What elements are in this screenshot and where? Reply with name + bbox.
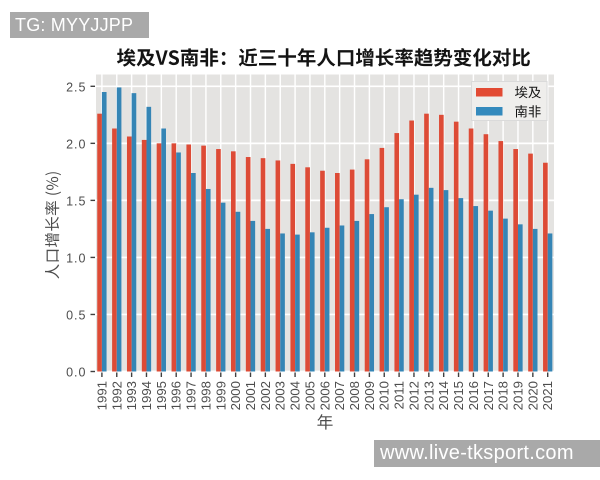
svg-text:2006: 2006 (317, 381, 332, 410)
svg-text:2012: 2012 (406, 381, 421, 410)
svg-text:2017: 2017 (481, 381, 496, 410)
svg-text:1991: 1991 (94, 381, 109, 410)
svg-text:2004: 2004 (288, 381, 303, 410)
svg-text:1994: 1994 (139, 381, 154, 410)
svg-text:1999: 1999 (213, 381, 228, 410)
svg-text:1997: 1997 (184, 381, 199, 410)
svg-text:2002: 2002 (258, 381, 273, 410)
svg-text:2.5: 2.5 (66, 80, 86, 94)
svg-text:2001: 2001 (243, 381, 258, 410)
svg-text:2020: 2020 (525, 381, 540, 410)
svg-text:2011: 2011 (392, 381, 407, 409)
svg-text:2009: 2009 (362, 381, 377, 410)
svg-text:2015: 2015 (451, 381, 466, 410)
svg-text:1998: 1998 (198, 381, 213, 410)
svg-text:2.0: 2.0 (66, 137, 86, 151)
svg-text:2007: 2007 (332, 381, 347, 410)
svg-text:2018: 2018 (496, 381, 511, 410)
svg-text:1992: 1992 (109, 381, 124, 410)
svg-text:2014: 2014 (436, 381, 451, 410)
svg-text:2010: 2010 (377, 381, 392, 410)
svg-text:2008: 2008 (347, 381, 362, 410)
svg-text:1.0: 1.0 (66, 251, 86, 265)
svg-text:1993: 1993 (124, 381, 139, 410)
svg-text:2003: 2003 (273, 381, 288, 410)
svg-text:2016: 2016 (466, 381, 481, 410)
svg-text:0.5: 0.5 (66, 308, 86, 322)
svg-text:1996: 1996 (169, 381, 184, 410)
svg-text:2013: 2013 (421, 381, 436, 410)
svg-text:1995: 1995 (154, 381, 169, 410)
svg-text:2021: 2021 (540, 381, 555, 410)
svg-text:2000: 2000 (228, 381, 243, 410)
svg-text:1.5: 1.5 (66, 194, 86, 208)
svg-text:2005: 2005 (302, 381, 317, 410)
svg-text:2019: 2019 (510, 381, 525, 410)
svg-text:0.0: 0.0 (66, 366, 86, 380)
